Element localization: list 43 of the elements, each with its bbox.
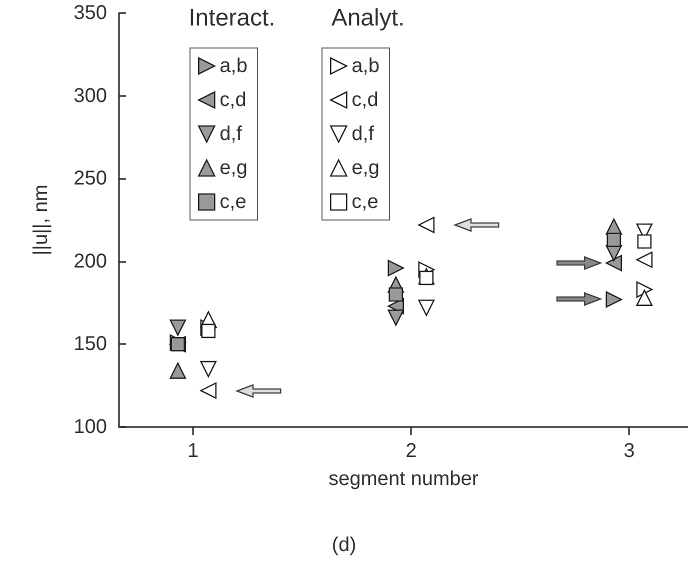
annotation: Interact. <box>188 4 276 32</box>
point <box>419 270 434 286</box>
legend-label: c,e <box>220 191 246 213</box>
legend-label: d,f <box>352 123 374 145</box>
y-tick-label: 150 <box>74 333 107 356</box>
point <box>388 260 404 276</box>
y-tick-label: 250 <box>74 168 107 190</box>
point <box>200 360 217 378</box>
text: (d) <box>332 534 356 556</box>
y-tick-label: 350 <box>74 2 107 24</box>
point <box>636 290 653 306</box>
y-tick-label: 200 <box>74 250 107 272</box>
legend-label: d,f <box>220 123 242 145</box>
y-tick-label: 100 <box>74 416 107 438</box>
point <box>388 287 404 302</box>
legend-label: e,g <box>352 157 380 179</box>
x-axis-title: segment number <box>328 468 479 490</box>
point <box>418 216 435 234</box>
legend-label: a,b <box>352 55 380 77</box>
point <box>636 252 653 268</box>
legend-label: a,b <box>220 55 248 77</box>
point <box>606 232 622 248</box>
point <box>606 254 622 272</box>
point <box>200 382 217 399</box>
legend-label: c,e <box>352 191 378 213</box>
point <box>418 300 435 316</box>
x-tick-label: 3 <box>624 440 635 462</box>
legend-label: e,g <box>220 157 248 179</box>
x-tick-label: 2 <box>406 440 417 462</box>
point <box>170 319 186 336</box>
annotation: Analyt. <box>331 4 405 32</box>
point <box>606 291 622 308</box>
point <box>170 337 186 352</box>
point <box>636 281 653 298</box>
legend-label: c,d <box>352 89 378 111</box>
x-tick-label: 1 <box>188 440 199 462</box>
point <box>637 234 652 249</box>
legend-label: c,d <box>220 89 246 111</box>
point <box>170 362 186 379</box>
point <box>201 324 216 338</box>
y-axis-title: ||u||, nm <box>30 184 52 256</box>
point <box>388 310 404 326</box>
y-tick-label: 300 <box>74 84 107 107</box>
